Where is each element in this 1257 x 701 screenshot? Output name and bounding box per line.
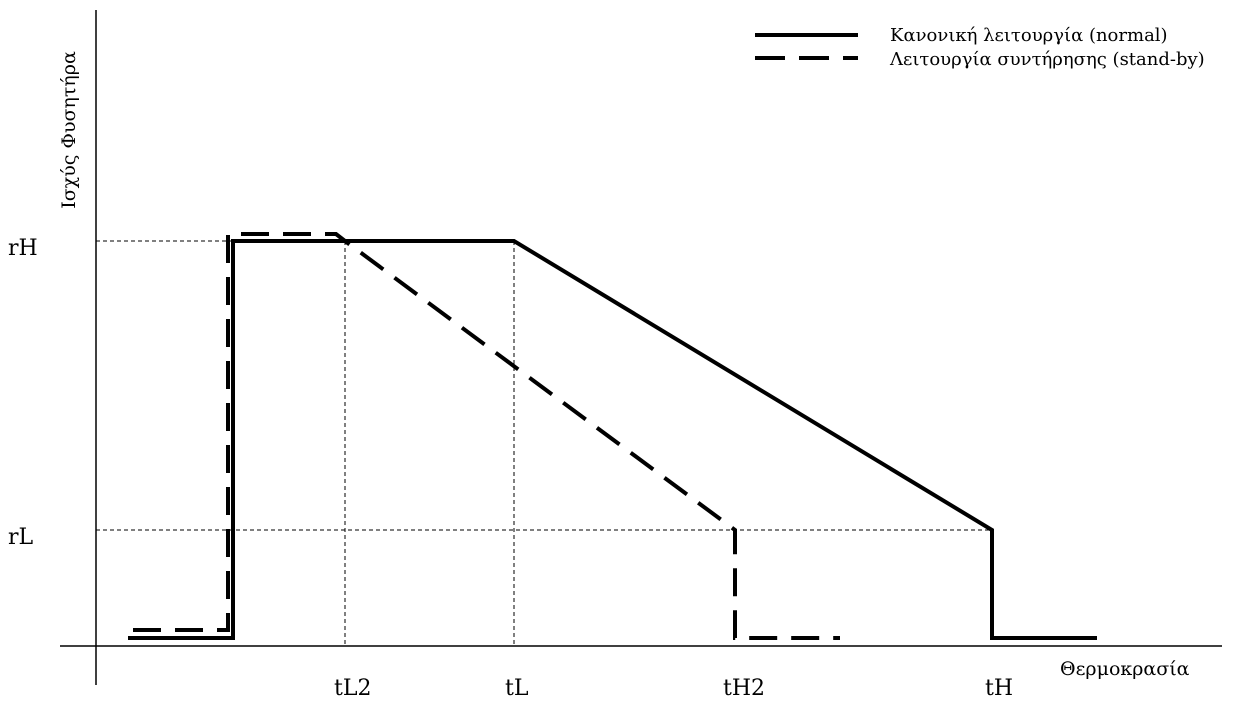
reference-lines	[96, 240, 992, 646]
y-tick-rH: rH	[8, 236, 38, 261]
y-axis-title: Ισχύς Φυσητήρα	[58, 51, 80, 209]
x-axis-title: Θερμοκρασία	[1060, 658, 1190, 680]
y-tick-rL: rL	[8, 525, 34, 550]
legend-normal-label: Κανονική λειτουργία (normal)	[890, 25, 1168, 46]
standby-operation-curve	[133, 232, 840, 640]
x-tick-tL2: tL2	[334, 676, 371, 701]
x-tick-tH: tH	[985, 676, 1013, 701]
legend: Κανονική λειτουργία (normal) Λειτουργία …	[755, 25, 1205, 70]
x-tick-tH2: tH2	[723, 676, 765, 701]
legend-standby-label: Λειτουργία συντήρησης (stand-by)	[889, 49, 1205, 70]
normal-operation-curve	[128, 239, 1097, 640]
x-tick-tL: tL	[505, 676, 529, 701]
